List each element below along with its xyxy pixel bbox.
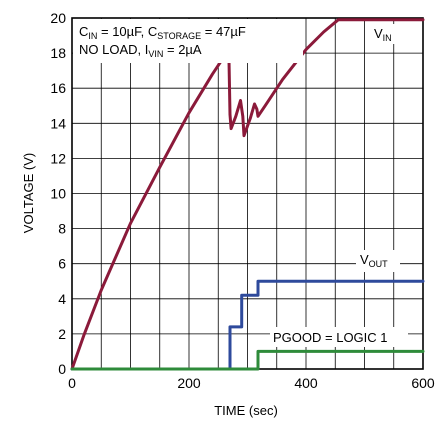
pgood-label: PGOOD = LOGIC 1 [273, 330, 388, 345]
c-in-symbol: C [79, 24, 88, 39]
vin-label-box [370, 24, 408, 44]
y-tick-label: 20 [50, 10, 66, 26]
x-tick-label: 0 [68, 375, 76, 391]
series-line-1 [70, 279, 425, 371]
y-tick-label: 6 [58, 256, 66, 272]
x-tick-label: 200 [177, 375, 201, 391]
c-storage-value: = 47µF [201, 24, 246, 39]
y-tick-label: 18 [50, 45, 66, 61]
c-in-value: = 10µF, [97, 24, 148, 39]
c-storage-subscript: STORAGE [157, 31, 201, 41]
x-tick-label: 400 [294, 375, 318, 391]
x-axis-title: TIME (sec) [214, 403, 278, 418]
vin-symbol: V [374, 26, 383, 41]
y-tick-label: 2 [58, 326, 66, 342]
x-tick-label: 600 [411, 375, 435, 391]
series-line-0 [70, 18, 425, 371]
y-tick-label: 10 [50, 186, 66, 202]
y-tick-label: 14 [50, 115, 66, 131]
conditions-box [73, 19, 303, 63]
y-tick-label: 0 [58, 361, 66, 377]
vout-symbol: V [360, 252, 369, 267]
conditions-line-2: NO LOAD, IVIN = 2µA [79, 42, 202, 59]
i-vin-value: = 2µA [163, 42, 202, 57]
y-axis-title: VOLTAGE (V) [21, 153, 36, 233]
pgood-label-box [270, 327, 408, 347]
vout-label-box [356, 250, 400, 272]
series-line-2 [70, 349, 425, 371]
vout-subscript: OUT [369, 259, 389, 269]
vin-subscript: IN [383, 33, 392, 43]
y-tick-label: 16 [50, 80, 66, 96]
y-tick-label: 12 [50, 150, 66, 166]
load-text: NO LOAD, I [79, 42, 148, 57]
plot-lines [70, 18, 425, 371]
vout-label: VOUT [360, 252, 388, 269]
y-tick-label: 8 [58, 221, 66, 237]
c-in-subscript: IN [88, 31, 97, 41]
y-tick-label: 4 [58, 291, 66, 307]
vin-label: VIN [374, 26, 392, 43]
grid [71, 17, 424, 370]
i-vin-subscript: VIN [148, 49, 163, 59]
c-storage-symbol: C [148, 24, 157, 39]
conditions-line-1: CIN = 10µF, CSTORAGE = 47µF [79, 24, 246, 41]
